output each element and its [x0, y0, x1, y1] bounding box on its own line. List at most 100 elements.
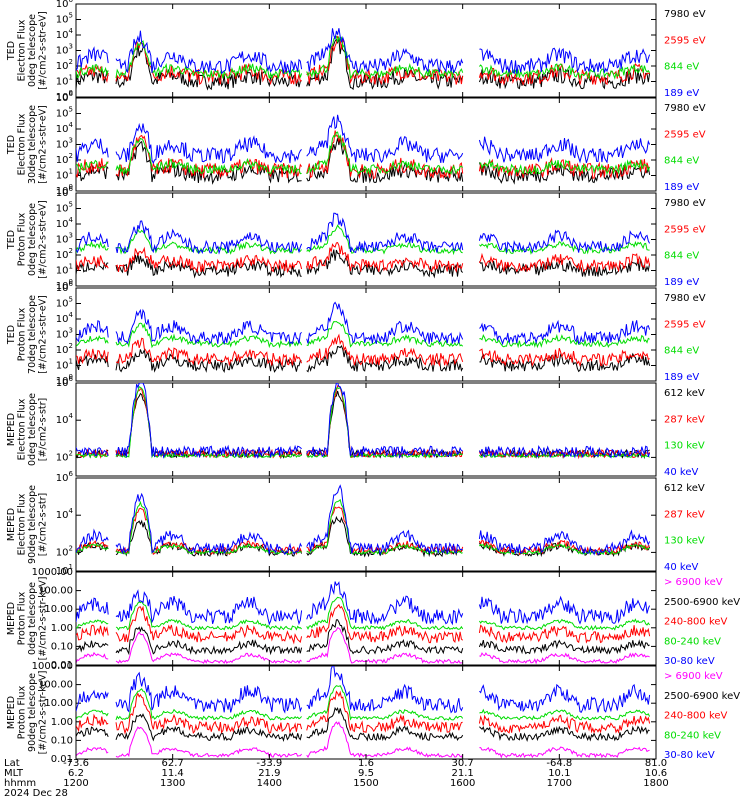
series-line: [76, 114, 651, 165]
y-tick-label: 101: [56, 74, 73, 88]
legend-entry: 844 eV: [664, 251, 699, 262]
legend-entry: 844 eV: [664, 62, 699, 73]
y-axis-label: TEDElectron Flux0deg telescope[#/cm2-s-s…: [6, 11, 49, 90]
x-tick-label: 21.9: [258, 768, 280, 779]
panel-5: 102 104 106 MEPEDElectron Flux0deg telescop…: [6, 375, 705, 478]
y-tick-label: 103: [56, 137, 73, 151]
legend-entry: 30-80 keV: [664, 656, 715, 667]
y-axis-label: MEPEDProton Flux90deg telescope[#/cm2-s-…: [6, 671, 49, 755]
series-line: [76, 212, 651, 255]
x-tick-label: 9.5: [358, 768, 374, 779]
legend-entry: 844 eV: [664, 156, 699, 167]
y-tick-label: 105: [56, 106, 73, 120]
series-line: [76, 484, 651, 556]
legend-entry: 30-80 keV: [664, 750, 715, 761]
x-tick-label: 1700: [547, 778, 572, 789]
y-tick-label: 100.00: [38, 680, 73, 691]
series-line: [76, 38, 651, 91]
y-tick-label: 100: [56, 373, 73, 387]
legend-entry: 287 keV: [664, 414, 705, 425]
legend-entry: 240-800 keV: [664, 711, 728, 722]
series-line: [76, 685, 651, 721]
panel-frame: [75, 3, 657, 98]
legend-entry: 2595 eV: [664, 129, 706, 140]
y-tick-label: 101: [56, 168, 73, 182]
y-tick-label: 101: [56, 263, 73, 277]
x-row-label: MLT: [4, 768, 24, 779]
y-tick-label: 106: [56, 185, 74, 199]
legend-entry: 80-240 keV: [664, 636, 721, 647]
y-tick-label: 10.00: [44, 604, 73, 615]
y-tick-label: 101: [56, 563, 73, 577]
y-tick-label: 106: [56, 375, 74, 389]
legend-entry: 189 eV: [664, 88, 699, 99]
y-tick-label: 104: [56, 121, 74, 135]
y-axis-label: MEPEDElectron Flux0deg telescope[#/cm2-s…: [6, 393, 49, 466]
panel-8: 0.01 0.10 1.00 10.00 100.00 1000.00MEPEDProto…: [6, 661, 740, 765]
series-line: [76, 721, 650, 759]
legend-entry: > 6900 keV: [664, 671, 723, 682]
y-tick-label: 104: [56, 507, 74, 521]
x-tick-label: 1800: [643, 778, 668, 789]
series-line: [76, 35, 651, 81]
x-tick-label: 1600: [450, 778, 475, 789]
legend-entry: 844 eV: [664, 346, 699, 357]
y-tick-label: 103: [56, 327, 73, 341]
legend-entry: 2595 eV: [664, 319, 706, 330]
y-tick-label: 103: [56, 43, 73, 57]
series-line: [76, 28, 651, 75]
series-line: [76, 627, 650, 665]
legend-entry: 7980 eV: [664, 293, 706, 304]
legend-entry: 7980 eV: [664, 103, 706, 114]
panel-frame: [75, 287, 657, 382]
y-tick-label: 103: [56, 232, 73, 246]
y-tick-label: 104: [56, 311, 74, 325]
y-tick-label: 1000.00: [32, 661, 73, 672]
series-line: [76, 249, 651, 279]
y-tick-label: 102: [56, 247, 73, 261]
legend-entry: 612 keV: [664, 483, 705, 494]
legend-entry: 2595 eV: [664, 224, 706, 235]
y-tick-label: 106: [56, 0, 74, 10]
series-line: [76, 320, 650, 349]
y-tick-label: 10.00: [44, 698, 73, 709]
legend-entry: 80-240 keV: [664, 730, 721, 741]
y-tick-label: 102: [56, 58, 73, 72]
y-tick-label: 0.10: [51, 735, 73, 746]
legend-entry: 2500-6900 keV: [664, 597, 740, 608]
y-tick-label: 105: [56, 201, 73, 215]
series-line: [76, 333, 650, 368]
y-tick-label: 105: [56, 12, 73, 26]
legend-entry: > 6900 keV: [664, 577, 723, 588]
panel-7: 0.01 0.10 1.00 10.00 100.00 1000.00MEPEDProto…: [6, 567, 740, 671]
y-tick-label: 102: [56, 544, 73, 558]
x-tick-label: 6.2: [68, 768, 84, 779]
series-line: [76, 603, 651, 645]
legend-entry: 287 keV: [664, 509, 705, 520]
x-tick-label: -73.6: [63, 758, 89, 769]
y-tick-label: 106: [56, 470, 74, 484]
legend-entry: 7980 eV: [664, 9, 706, 20]
y-tick-label: 100: [56, 183, 73, 197]
series-line: [76, 619, 650, 656]
y-axis-label: TEDProton Flux0deg telescope[#/cm2-s-str…: [6, 200, 49, 279]
series-line: [76, 383, 651, 460]
series-line: [76, 706, 650, 742]
y-tick-label: 102: [56, 342, 73, 356]
x-tick-label: 1300: [160, 778, 185, 789]
series-line: [76, 666, 651, 714]
y-axis-label: TEDProton Flux70deg telescope[#/cm2-s-st…: [6, 295, 49, 374]
x-tick-label: -33.9: [256, 758, 282, 769]
y-tick-label: 102: [56, 152, 73, 166]
x-row-label: Lat: [4, 758, 20, 769]
panel-frame: [75, 477, 657, 572]
x-tick-label: 62.7: [162, 758, 184, 769]
y-tick-label: 0.01: [51, 754, 73, 765]
y-tick-label: 0.10: [51, 641, 73, 652]
series-line: [76, 690, 651, 735]
y-tick-label: 100.00: [38, 586, 73, 597]
